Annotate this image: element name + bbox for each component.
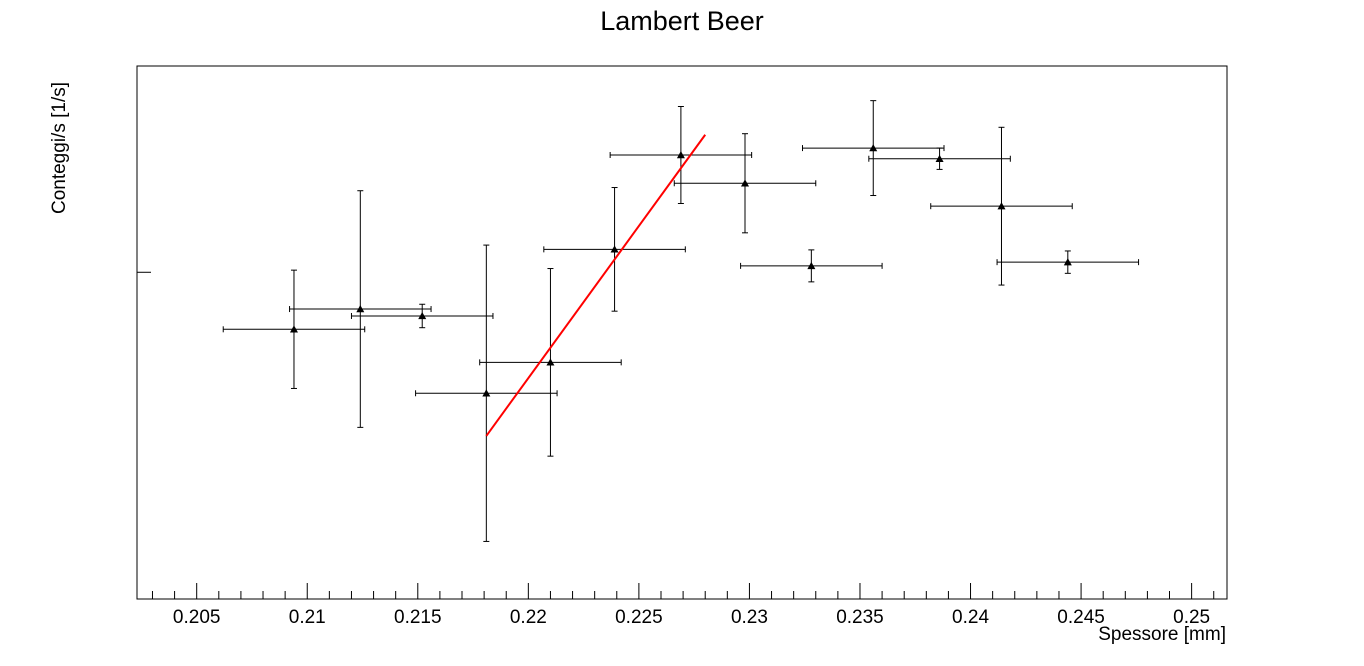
triangle-marker	[676, 151, 685, 159]
plot-frame	[136, 65, 1228, 600]
triangle-marker	[1063, 258, 1072, 266]
data-point	[930, 126, 1073, 286]
data-point	[350, 303, 494, 329]
data-point	[609, 106, 753, 205]
chart-title: Lambert Beer	[600, 6, 764, 36]
data-point	[289, 190, 432, 428]
data-point	[740, 249, 883, 283]
triangle-marker	[356, 305, 365, 313]
triangle-marker	[546, 358, 555, 366]
fit-line	[485, 134, 707, 437]
x-tick-label: 0.225	[615, 607, 663, 628]
x-tick-label: 0.245	[1057, 607, 1105, 628]
triangle-marker	[418, 311, 427, 320]
x-axis: 0.205 0.21 0.215 0.22 0.225 0.23 0.235 0.24 0.24…	[151, 583, 1215, 628]
triangle-marker	[482, 389, 491, 397]
triangle-marker	[610, 245, 619, 253]
x-tick-label: 0.21	[289, 607, 326, 628]
triangle-marker	[289, 325, 298, 333]
x-tick-label: 0.235	[836, 607, 884, 628]
x-tick-label: 0.25	[1173, 607, 1210, 628]
data-point	[222, 269, 366, 389]
triangle-marker	[807, 261, 816, 270]
data-points	[222, 100, 1140, 542]
data-point	[543, 187, 686, 312]
data-point	[415, 244, 558, 542]
triangle-marker	[997, 202, 1006, 210]
x-axis-label: Spessore [mm]	[1098, 624, 1226, 645]
fit-line-group	[485, 134, 707, 437]
data-point	[479, 268, 622, 457]
data-point	[996, 250, 1140, 274]
x-tick-label: 0.23	[731, 607, 768, 628]
triangle-marker	[935, 154, 944, 162]
data-point	[801, 100, 945, 197]
x-tick-label: 0.24	[952, 607, 989, 628]
triangle-marker	[869, 144, 878, 152]
x-tick-label: 0.205	[173, 607, 221, 628]
data-point	[673, 133, 817, 234]
data-point	[868, 147, 1011, 170]
x-tick-label: 0.215	[394, 607, 442, 628]
x-tick-label: 0.22	[510, 607, 547, 628]
triangle-marker	[741, 179, 750, 187]
